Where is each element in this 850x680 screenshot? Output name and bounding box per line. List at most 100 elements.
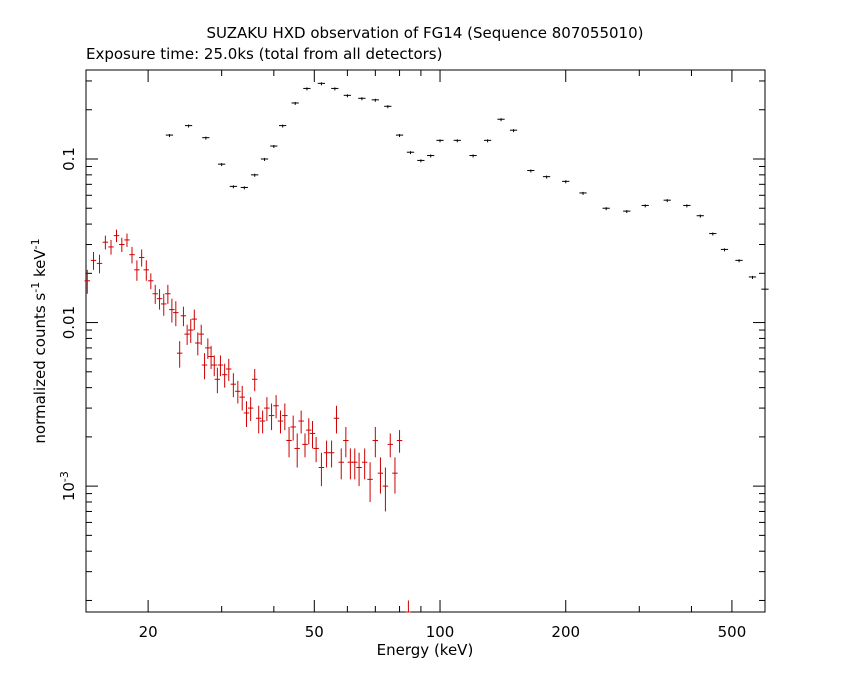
data-point (229, 185, 237, 189)
data-point (367, 462, 373, 502)
data-point (579, 191, 587, 195)
data-point (338, 448, 344, 480)
data-point (180, 306, 187, 327)
data-point (161, 293, 167, 316)
data-point (202, 136, 210, 140)
data-point (108, 239, 114, 255)
data-point (562, 180, 570, 184)
data-point (198, 324, 204, 345)
data-point (291, 101, 299, 105)
series-black (165, 82, 769, 292)
data-point (84, 269, 90, 294)
data-point (343, 94, 351, 98)
data-point (683, 204, 691, 208)
data-point (286, 426, 292, 458)
data-point (243, 401, 250, 427)
data-point (260, 157, 269, 161)
data-point (372, 426, 379, 458)
data-point (113, 229, 120, 243)
data-point (527, 169, 535, 173)
data-point (239, 385, 245, 411)
data-point (294, 433, 300, 468)
data-point (255, 405, 262, 434)
data-point (129, 246, 135, 264)
data-point (453, 139, 461, 143)
x-tick-label: 100 (426, 623, 455, 641)
data-point (318, 452, 325, 487)
data-point (195, 332, 201, 356)
y-tick-label: 0.01 (60, 306, 78, 339)
chart-subtitle: Exposure time: 25.0ks (total from all de… (86, 45, 442, 63)
plot-frame (85, 69, 766, 613)
data-point (748, 275, 757, 279)
data-point (406, 151, 415, 155)
data-point (696, 214, 704, 218)
data-point (148, 273, 154, 290)
data-point (602, 207, 610, 211)
data-point (217, 355, 224, 377)
data-point (469, 154, 477, 158)
data-point (356, 452, 362, 487)
data-point (273, 395, 279, 419)
data-point (392, 457, 398, 494)
axis-ticks (86, 70, 766, 612)
data-point (509, 129, 518, 133)
data-point (235, 380, 241, 404)
data-point (184, 324, 190, 345)
data-point (221, 363, 228, 388)
data-point (331, 87, 339, 91)
data-point (217, 163, 226, 167)
data-point (119, 237, 125, 253)
data-point (247, 397, 254, 422)
data-point (259, 410, 266, 434)
data-point (303, 87, 311, 91)
data-point (436, 139, 444, 143)
x-tick-labels: 20 50 100 200 500 (139, 623, 747, 641)
data-point (191, 309, 198, 331)
data-point (371, 98, 379, 102)
data-point (268, 403, 275, 431)
x-tick-label: 20 (139, 623, 158, 641)
data-point (156, 289, 163, 310)
data-point (483, 139, 492, 143)
data-point (396, 430, 403, 453)
data-point (251, 173, 259, 177)
y-tick-label: 0.1 (60, 147, 78, 171)
data-point (497, 118, 505, 122)
data-point (735, 259, 743, 263)
data-point (240, 186, 248, 190)
data-point (134, 260, 140, 281)
data-point (124, 233, 130, 247)
data-point (201, 353, 208, 380)
data-point (641, 204, 649, 208)
data-point (347, 448, 354, 480)
data-point (323, 440, 330, 468)
data-point (211, 355, 217, 377)
data-point (328, 440, 335, 468)
data-point (417, 159, 425, 163)
series-red (84, 229, 412, 613)
data-point (270, 144, 278, 148)
data-point (165, 134, 174, 138)
data-point (343, 426, 349, 458)
y-tick-label: 10-3 (58, 471, 78, 501)
data-point (333, 405, 340, 434)
data-point (542, 175, 551, 179)
data-point (176, 341, 183, 368)
data-point (184, 124, 193, 128)
data-point (96, 254, 103, 274)
data-point (188, 319, 194, 343)
data-point (143, 260, 149, 281)
x-tick-label: 200 (551, 623, 580, 641)
data-point (102, 235, 109, 250)
data-point (251, 369, 258, 392)
data-point (230, 373, 237, 398)
x-tick-label: 500 (718, 623, 747, 641)
data-point (226, 358, 232, 381)
data-point (90, 252, 97, 270)
data-point (405, 600, 412, 613)
data-point (623, 210, 631, 214)
data-point (165, 284, 171, 304)
data-point (279, 124, 287, 128)
